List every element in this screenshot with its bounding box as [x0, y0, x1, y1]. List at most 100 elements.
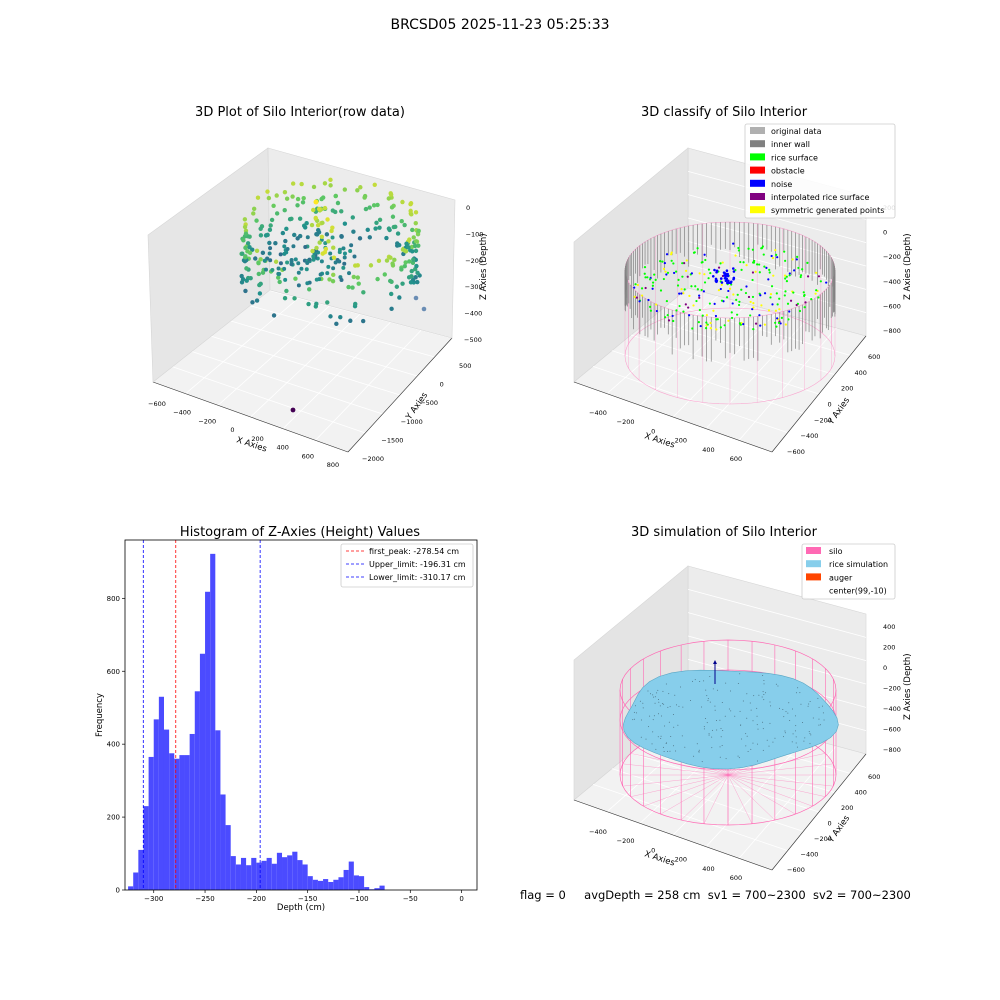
surface-mesh-dot: [647, 726, 649, 728]
classified-point: [672, 319, 675, 323]
histogram-bar: [256, 862, 262, 890]
data-point: [388, 255, 393, 260]
classified-point: [644, 276, 647, 279]
surface-mesh-dot: [756, 707, 758, 709]
data-point: [239, 280, 245, 285]
data-point: [371, 203, 377, 208]
data-point: [290, 407, 296, 413]
classified-point: [651, 284, 654, 287]
data-point: [293, 276, 298, 281]
classified-point: [665, 299, 668, 303]
data-point: [295, 203, 300, 208]
surface-mesh-dot: [818, 724, 820, 726]
surface-mesh-dot: [725, 758, 727, 760]
surface-mesh-dot: [819, 724, 821, 726]
classified-point: [732, 293, 735, 296]
classified-point: [797, 266, 800, 270]
data-point: [265, 189, 270, 194]
surface-mesh-dot: [752, 720, 754, 722]
classified-point: [763, 292, 767, 295]
surface-mesh-dot: [672, 713, 674, 715]
histogram-bar: [358, 876, 365, 890]
histogram-bar: [169, 753, 175, 890]
data-point: [301, 195, 306, 201]
panel2-axes-box: [573, 147, 867, 453]
silo-floor-spoke: [660, 774, 729, 815]
surface-mesh-dot: [653, 696, 655, 698]
classified-point: [697, 321, 700, 324]
histogram-ylabel: Frequency: [95, 693, 105, 737]
panel4-x-tick: 600: [730, 874, 742, 882]
classified-point: [721, 261, 724, 264]
legend-label: center(99,-10): [829, 587, 887, 596]
surface-mesh-dot: [749, 702, 751, 704]
surface-mesh-dot: [802, 721, 804, 723]
surface-mesh-dot: [739, 724, 741, 726]
classified-point: [815, 271, 818, 274]
surface-mesh-dot: [783, 716, 785, 718]
classified-point: [677, 278, 680, 281]
auger-marker-head: [713, 660, 717, 664]
surface-mesh-dot: [663, 703, 665, 705]
classified-point: [778, 297, 781, 300]
panel2-x-tick: 200: [675, 437, 687, 445]
classified-point: [690, 285, 693, 288]
classified-point: [734, 254, 737, 257]
histogram-bar: [297, 860, 303, 890]
panel2-y-tick: 0: [828, 401, 832, 409]
surface-mesh-dot: [634, 705, 636, 707]
data-point: [303, 225, 308, 230]
data-point: [402, 263, 407, 269]
data-point: [244, 266, 249, 271]
x-tick-label: −100: [349, 895, 368, 903]
classified-point: [723, 324, 726, 327]
panel1-tick-labels: −600−400−2000200400600800−2000−1500−1000…: [148, 204, 483, 469]
histogram-bar: [271, 863, 277, 890]
classified-point: [753, 259, 756, 263]
data-point: [291, 244, 296, 249]
y-tick-label: 0: [116, 887, 120, 895]
classified-point: [751, 278, 754, 282]
classified-point: [752, 306, 755, 309]
data-point: [396, 242, 402, 248]
classified-point: [769, 296, 772, 299]
classified-point: [720, 299, 724, 302]
data-point: [299, 266, 304, 271]
data-point: [400, 199, 405, 205]
data-point: [295, 196, 301, 202]
panel2-y-tick: −200: [814, 416, 832, 424]
data-point: [285, 247, 290, 252]
data-point: [269, 217, 275, 223]
classified-point: [771, 256, 775, 260]
classified-point: [708, 302, 711, 305]
panel2-classified-points: [624, 222, 836, 362]
classified-point: [771, 303, 774, 306]
data-point: [319, 234, 325, 240]
classified-point: [784, 323, 787, 326]
classified-point: [799, 275, 802, 279]
surface-mesh-dot: [668, 693, 670, 695]
panel1-x-tick: 200: [251, 435, 263, 443]
surface-mesh-dot: [651, 743, 653, 745]
classified-point: [788, 272, 791, 275]
classified-point: [690, 272, 693, 275]
data-point: [400, 281, 405, 286]
classified-point: [633, 286, 636, 289]
data-point: [254, 218, 259, 223]
classified-point: [700, 288, 703, 292]
histogram-bar: [158, 696, 164, 890]
data-point: [397, 295, 402, 300]
data-point: [316, 227, 321, 233]
surface-mesh-dot: [709, 675, 711, 677]
surface-mesh-dot: [657, 713, 659, 715]
legend-swatch: [806, 560, 821, 568]
classified-point: [767, 278, 770, 281]
data-point: [282, 251, 287, 256]
data-point: [255, 195, 261, 200]
panel1-x-tick: 0: [230, 426, 234, 434]
grid-line: [687, 217, 867, 267]
x-axis-line: [152, 381, 349, 453]
histogram-bar: [353, 875, 359, 890]
grid-line: [687, 240, 867, 290]
surface-mesh-dot: [657, 689, 659, 691]
